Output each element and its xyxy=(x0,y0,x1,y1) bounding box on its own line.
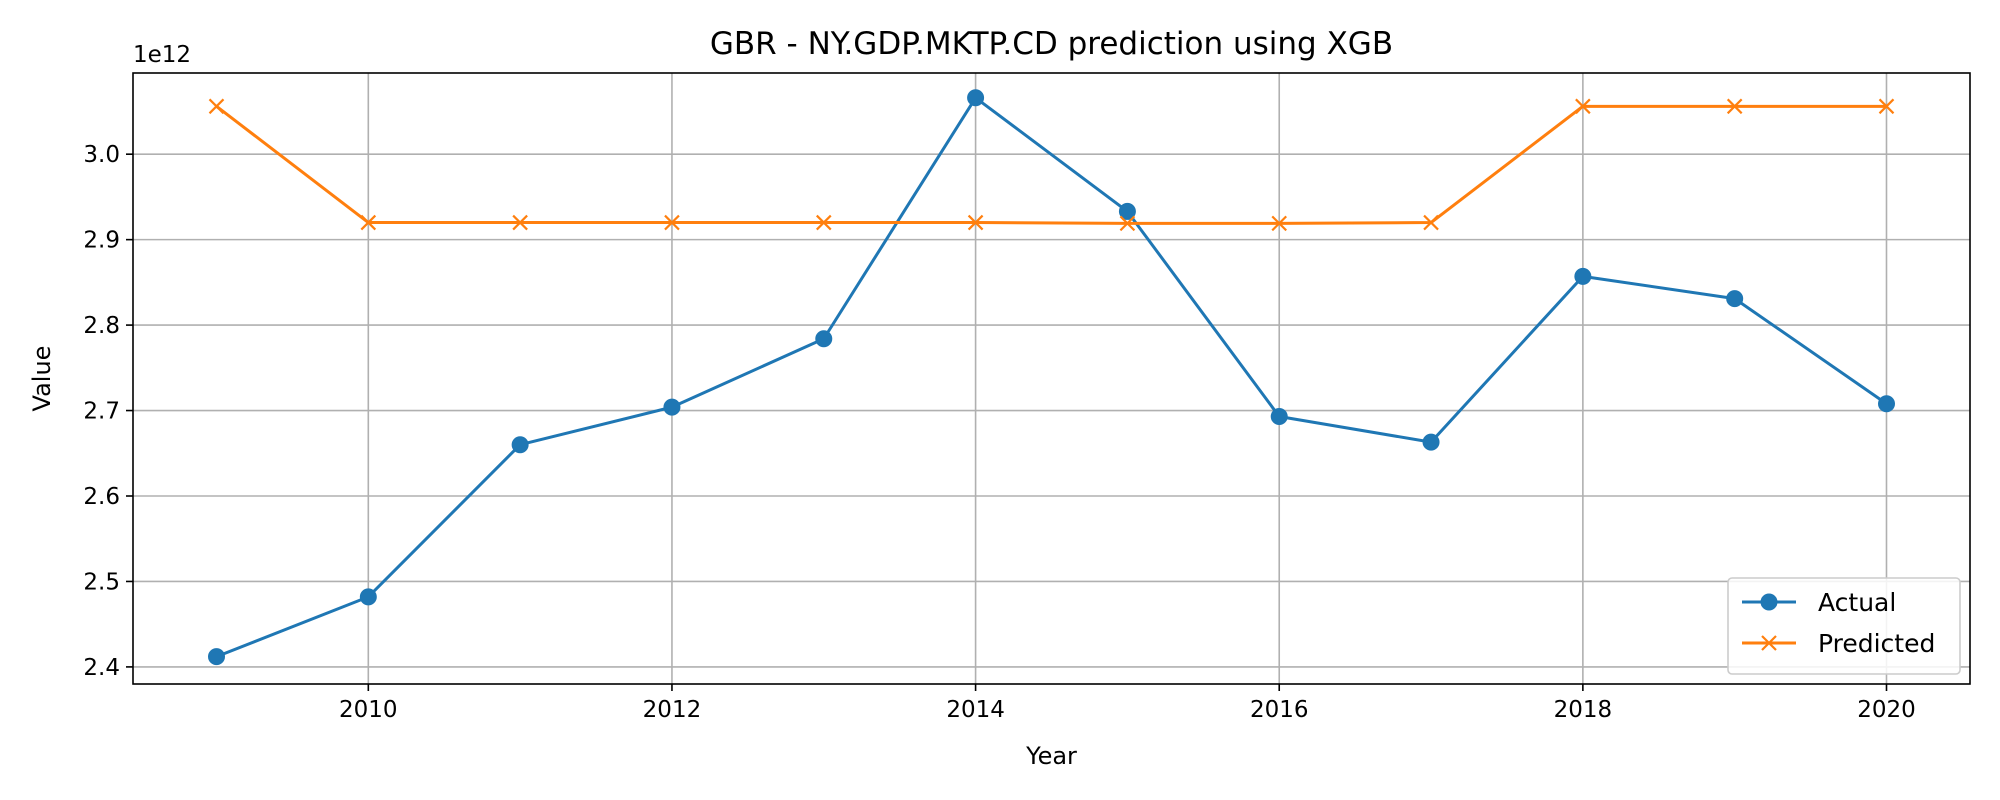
data-point-predicted xyxy=(1119,215,1136,232)
data-point-actual xyxy=(511,436,529,454)
series-predicted xyxy=(208,98,1895,232)
y-tick-label: 3.0 xyxy=(83,142,120,168)
data-point-actual xyxy=(1422,433,1440,451)
data-point-predicted xyxy=(967,214,984,231)
plot-frame xyxy=(132,72,1971,685)
y-tick-label: 2.5 xyxy=(83,569,120,595)
y-tick-label: 2.6 xyxy=(83,484,120,510)
legend-label-predicted: Predicted xyxy=(1818,629,1935,658)
data-point-actual xyxy=(359,588,377,606)
data-point-actual xyxy=(815,330,833,348)
y-tick-label: 2.9 xyxy=(83,228,120,254)
legend-item-actual: Actual xyxy=(1742,588,1896,617)
data-point-actual xyxy=(1270,408,1288,426)
legend-label-actual: Actual xyxy=(1818,588,1896,617)
data-point-predicted xyxy=(1575,98,1591,115)
y-axis-label: Value xyxy=(28,346,56,412)
data-point-predicted xyxy=(815,214,832,231)
series-actual xyxy=(208,89,1895,666)
y-tick-label: 2.4 xyxy=(83,655,120,681)
data-point-actual xyxy=(1878,395,1895,413)
data-point-predicted xyxy=(360,214,377,231)
x-axis-label: Year xyxy=(1025,742,1077,770)
data-point-predicted xyxy=(1271,215,1288,232)
chart-title: GBR - NY.GDP.MKTP.CD prediction using XG… xyxy=(710,26,1393,62)
y-axis-offset-label: 1e12 xyxy=(133,42,191,68)
series-line-actual xyxy=(215,96,1888,659)
data-point-actual xyxy=(208,648,225,666)
data-point-predicted xyxy=(208,98,225,115)
data-point-actual xyxy=(1574,267,1592,285)
data-point-predicted xyxy=(1726,98,1743,115)
series-line-predicted xyxy=(215,104,1887,225)
data-point-predicted xyxy=(1878,98,1895,115)
legend-item-predicted: Predicted xyxy=(1742,629,1935,658)
legend-marker-predicted xyxy=(1761,635,1777,651)
x-tick-label: 2012 xyxy=(643,697,702,723)
legend: Actual Predicted xyxy=(1727,577,1961,675)
y-axis-ticks: 2.4 2.5 2.6 2.7 2.8 2.9 3.0 xyxy=(83,142,133,681)
y-tick-label: 2.8 xyxy=(83,313,120,339)
data-point-actual xyxy=(1726,290,1744,308)
data-point-predicted xyxy=(512,214,528,231)
series-layer xyxy=(208,89,1895,666)
x-tick-label: 2014 xyxy=(946,697,1005,723)
legend-marker-actual xyxy=(1760,593,1778,611)
x-tick-label: 2020 xyxy=(1857,697,1916,723)
grid-lines xyxy=(133,73,1970,684)
x-axis-ticks: 2010 2012 2014 2016 2018 2020 xyxy=(339,684,1916,723)
data-point-actual xyxy=(1118,202,1136,220)
x-tick-label: 2016 xyxy=(1250,697,1309,723)
data-point-predicted xyxy=(1423,214,1439,231)
x-tick-label: 2010 xyxy=(339,697,398,723)
y-tick-label: 2.7 xyxy=(83,399,120,425)
data-point-actual xyxy=(663,398,681,416)
data-point-predicted xyxy=(664,214,680,231)
data-point-actual xyxy=(967,89,985,107)
x-tick-label: 2018 xyxy=(1554,697,1613,723)
